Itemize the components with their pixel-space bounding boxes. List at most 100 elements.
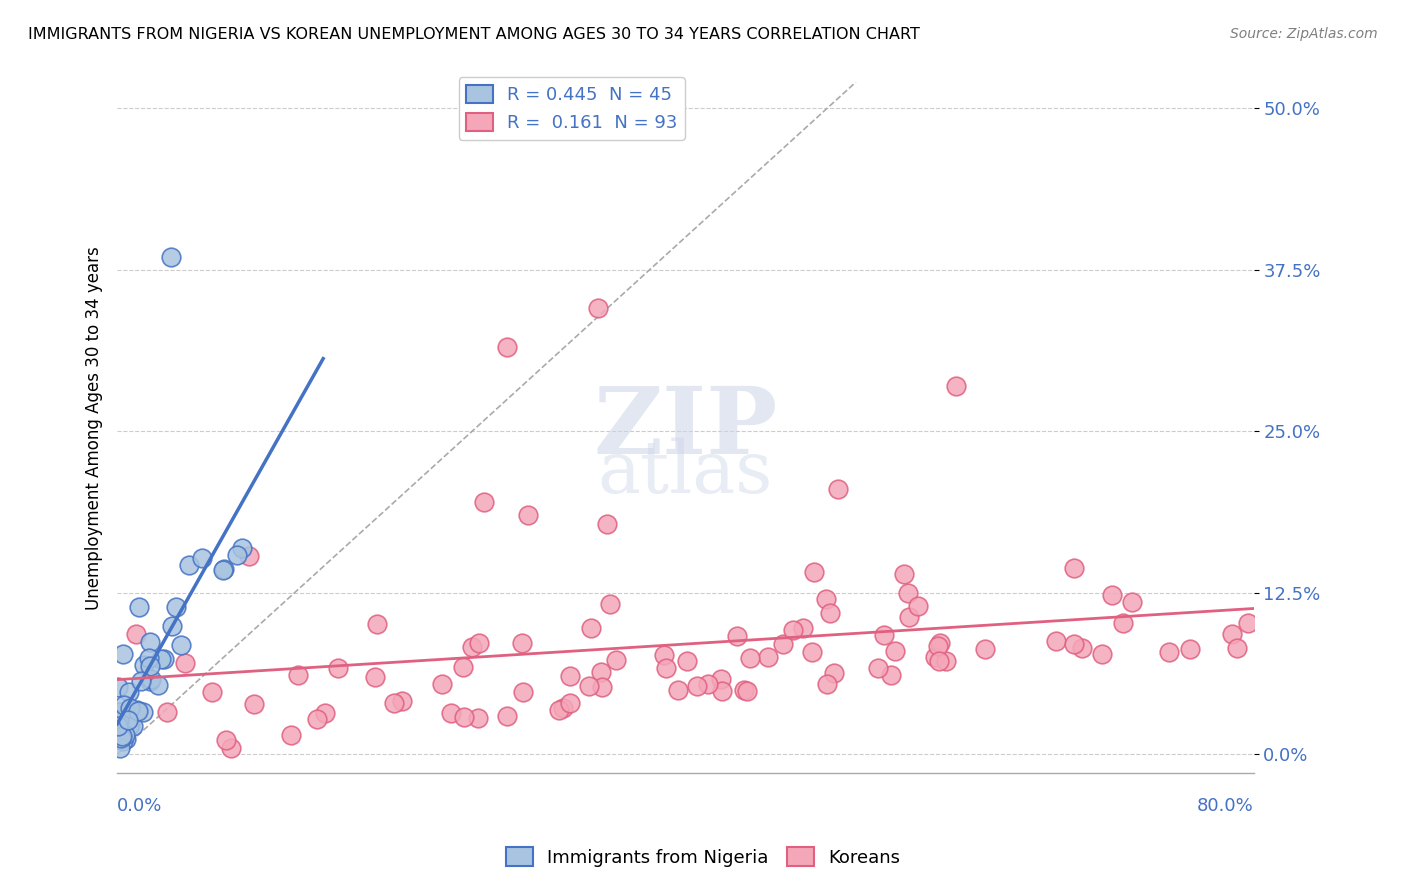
Point	[238, 549, 260, 564]
Point	[756, 650, 779, 665]
Point	[118, 718, 141, 732]
Y-axis label: Unemployment Among Ages 30 to 34 years: Unemployment Among Ages 30 to 34 years	[86, 246, 103, 609]
Point	[124, 626, 146, 640]
Point	[495, 709, 517, 723]
Point	[107, 680, 129, 694]
Point	[1226, 640, 1249, 655]
Point	[696, 677, 718, 691]
Point	[510, 635, 533, 649]
Point	[453, 709, 475, 723]
Point	[1101, 588, 1123, 602]
Point	[496, 340, 519, 354]
Point	[1121, 595, 1143, 609]
Point	[314, 706, 336, 721]
Point	[112, 725, 135, 739]
Point	[467, 710, 489, 724]
Point	[120, 718, 142, 732]
Point	[138, 651, 160, 665]
Point	[652, 648, 675, 662]
Point	[139, 672, 162, 686]
Point	[432, 677, 454, 691]
Point	[578, 679, 600, 693]
Point	[880, 668, 903, 682]
Point	[128, 599, 150, 614]
Point	[1091, 647, 1114, 661]
Point	[118, 685, 141, 699]
Point	[132, 658, 155, 673]
Point	[231, 541, 253, 555]
Point	[146, 678, 169, 692]
Point	[219, 740, 242, 755]
Point	[823, 666, 845, 681]
Point	[710, 683, 733, 698]
Point	[893, 566, 915, 581]
Point	[733, 682, 755, 697]
Point	[440, 706, 463, 721]
Text: IMMIGRANTS FROM NIGERIA VS KOREAN UNEMPLOYMENT AMONG AGES 30 TO 34 YEARS CORRELA: IMMIGRANTS FROM NIGERIA VS KOREAN UNEMPL…	[28, 27, 920, 42]
Point	[579, 621, 602, 635]
Point	[927, 639, 949, 653]
Point	[211, 563, 233, 577]
Point	[160, 250, 183, 264]
Point	[815, 591, 838, 606]
Point	[929, 636, 952, 650]
Point	[153, 651, 176, 665]
Point	[815, 677, 838, 691]
Point	[225, 548, 247, 562]
Point	[201, 684, 224, 698]
Point	[907, 599, 929, 613]
Point	[676, 654, 699, 668]
Point	[873, 628, 896, 642]
Point	[108, 705, 131, 719]
Point	[548, 703, 571, 717]
Point	[305, 712, 328, 726]
Point	[287, 667, 309, 681]
Point	[169, 638, 191, 652]
Point	[191, 551, 214, 566]
Point	[591, 665, 613, 680]
Point	[866, 661, 889, 675]
Point	[122, 718, 145, 732]
Point	[110, 731, 132, 745]
Point	[1178, 641, 1201, 656]
Point	[120, 700, 142, 714]
Point	[1045, 634, 1067, 648]
Point	[605, 653, 627, 667]
Point	[366, 616, 388, 631]
Point	[818, 606, 841, 620]
Text: Source: ZipAtlas.com: Source: ZipAtlas.com	[1230, 27, 1378, 41]
Point	[382, 696, 405, 710]
Point	[974, 641, 997, 656]
Point	[512, 685, 534, 699]
Point	[132, 705, 155, 719]
Text: atlas: atlas	[598, 437, 773, 508]
Point	[782, 623, 804, 637]
Point	[928, 654, 950, 668]
Text: 0.0%: 0.0%	[117, 797, 163, 814]
Point	[800, 645, 823, 659]
Point	[127, 704, 149, 718]
Point	[160, 619, 183, 633]
Point	[710, 673, 733, 687]
Point	[803, 565, 825, 579]
Point	[1220, 626, 1243, 640]
Point	[114, 731, 136, 746]
Point	[655, 661, 678, 675]
Point	[924, 649, 946, 664]
Point	[472, 495, 495, 509]
Point	[1157, 645, 1180, 659]
Point	[772, 637, 794, 651]
Point	[451, 660, 474, 674]
Point	[326, 661, 349, 675]
Point	[884, 644, 907, 658]
Point	[212, 562, 235, 576]
Point	[364, 670, 387, 684]
Point	[107, 719, 129, 733]
Point	[897, 586, 920, 600]
Point	[391, 694, 413, 708]
Point	[596, 516, 619, 531]
Point	[280, 727, 302, 741]
Point	[666, 682, 689, 697]
Point	[591, 681, 613, 695]
Text: ZIP: ZIP	[593, 383, 778, 473]
